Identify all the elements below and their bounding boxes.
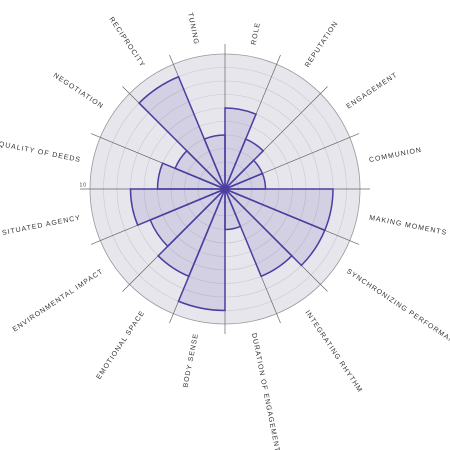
sector [177, 188, 226, 312]
sector [224, 188, 326, 267]
sector [203, 134, 226, 190]
sector [157, 188, 226, 278]
sector [138, 75, 226, 190]
sector [129, 188, 226, 227]
category-label: ROLE [251, 22, 262, 46]
r-tick-label: 10 [79, 182, 87, 188]
sector [224, 138, 265, 190]
sector [224, 188, 293, 278]
